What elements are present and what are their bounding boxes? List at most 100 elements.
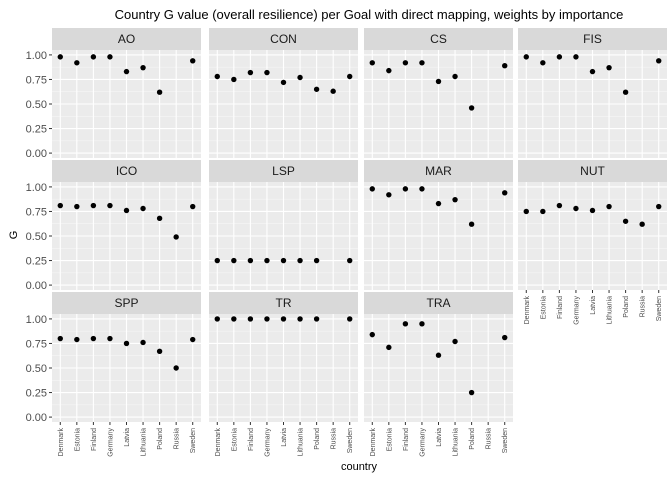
data-point (297, 74, 303, 81)
data-point (74, 203, 80, 210)
x-tick-label: Germany (107, 428, 114, 457)
facet-strip (364, 28, 513, 50)
y-tick-label: 0.25 (26, 124, 47, 136)
data-point (190, 203, 196, 210)
y-tick-label: 0.25 (26, 256, 47, 268)
x-tick-label: Sweden (347, 428, 354, 453)
data-point (123, 207, 130, 214)
data-point (540, 208, 546, 215)
data-point (369, 186, 375, 192)
facet-strip-label: LSP (272, 164, 295, 178)
data-point (589, 68, 596, 75)
data-point (313, 86, 320, 92)
data-point (452, 196, 458, 203)
facet-strip (518, 28, 667, 50)
data-point (330, 88, 336, 94)
x-tick-label: Finland (248, 428, 255, 451)
data-point (123, 68, 130, 75)
facet-panel-fis: FIS (518, 28, 667, 158)
data-point (297, 316, 303, 322)
y-tick-label: 0.50 (26, 231, 47, 243)
data-point (502, 334, 508, 341)
data-point (386, 67, 392, 74)
x-tick-label: Germany (419, 428, 426, 457)
data-point (468, 389, 475, 396)
x-tick-label: Estonia (386, 428, 393, 451)
x-tick-label: Lithuania (298, 428, 305, 457)
data-point (74, 336, 80, 343)
facet-panel-ico: ICO (52, 160, 201, 290)
data-point (656, 58, 662, 64)
y-tick-label: 0.75 (26, 206, 47, 218)
x-tick-label: Germany (573, 296, 580, 325)
data-point (435, 78, 442, 85)
data-point (386, 192, 392, 198)
facet-strip-label: CON (270, 32, 297, 46)
x-tick-label: Russia (640, 296, 647, 318)
data-point (247, 69, 254, 76)
x-tick-label: Estonia (74, 428, 81, 451)
x-tick-label: Latvia (590, 296, 597, 315)
data-point (523, 54, 529, 60)
data-point (347, 316, 353, 322)
y-tick-label: 0.75 (26, 338, 47, 350)
facet-strip-label: CS (430, 32, 447, 46)
x-tick-label: Finland (557, 296, 564, 319)
data-point (140, 205, 146, 212)
facet-panels: AO CON CS FIS ICO LSP MAR NUT SPP TR TRA (52, 28, 667, 422)
axes: 0.00 0.25 0.50 0.75 1.00 0.00 0.25 0.50 0.75 1.00… (26, 50, 664, 457)
data-point (656, 203, 662, 210)
y-tick-label: 0.50 (26, 99, 47, 111)
data-point (419, 186, 425, 192)
data-point (639, 221, 645, 227)
data-point (280, 316, 287, 322)
x-tick-label: Denmark (215, 428, 222, 457)
facet-panel-tra: TRA (364, 292, 513, 422)
data-point (173, 365, 179, 371)
chart-title: Country G value (overall resilience) per… (115, 7, 624, 22)
facet-panel-nut: NUT (518, 160, 667, 290)
data-point (369, 60, 375, 66)
facet-strip-label: AO (118, 32, 135, 46)
y-tick-label: 1.00 (26, 314, 47, 326)
data-point (140, 64, 146, 71)
facet-strip-label: FIS (583, 32, 602, 46)
facet-strip (364, 160, 513, 182)
y-tick-label: 0.00 (26, 412, 47, 424)
x-tick-label: Latvia (281, 428, 288, 447)
data-point (214, 316, 220, 322)
facet-strip (52, 160, 201, 182)
data-point (231, 257, 237, 264)
facet-panel-spp: SPP (52, 292, 201, 422)
y-tick-label: 1.00 (26, 182, 47, 194)
data-point (173, 234, 179, 240)
data-point (107, 54, 113, 60)
data-point (156, 215, 163, 222)
data-point (57, 54, 63, 60)
data-point (214, 73, 220, 80)
x-tick-label: Poland (314, 428, 321, 450)
data-point (214, 257, 220, 264)
x-tick-label: Russia (174, 428, 181, 450)
data-point (280, 257, 287, 264)
y-tick-label: 1.00 (26, 50, 47, 62)
y-axis-title: G (8, 231, 20, 240)
data-point (264, 69, 270, 76)
data-point (540, 60, 546, 66)
data-point (622, 89, 629, 95)
x-tick-label: Denmark (58, 428, 65, 457)
data-point (264, 257, 270, 264)
data-point (123, 340, 130, 347)
data-point (247, 257, 254, 264)
x-tick-label: Poland (623, 296, 630, 318)
x-tick-label: Denmark (524, 296, 531, 325)
x-tick-label: Lithuania (141, 428, 148, 457)
x-tick-label: Denmark (370, 428, 377, 457)
data-point (90, 202, 97, 209)
x-tick-label: Poland (157, 428, 164, 450)
x-tick-label: Lithuania (607, 296, 614, 325)
data-point (468, 221, 475, 227)
facet-strip (52, 292, 201, 314)
x-tick-label: Estonia (231, 428, 238, 451)
